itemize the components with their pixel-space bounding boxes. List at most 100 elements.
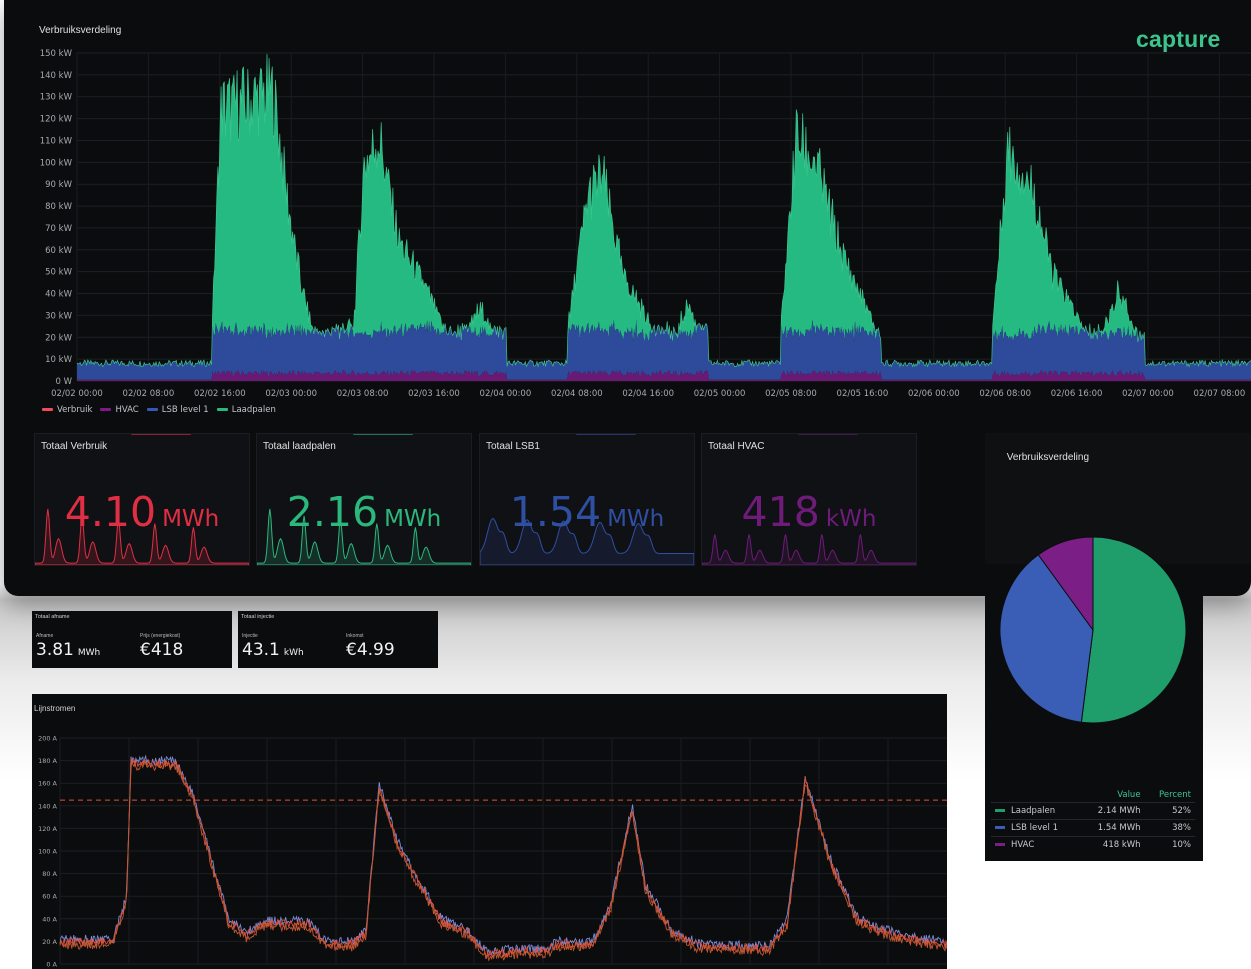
- y-tick-label: 140 kW: [40, 71, 73, 81]
- income-value: €4.99: [346, 640, 395, 660]
- sparkline: [702, 534, 916, 565]
- table-row[interactable]: Laadpalen 2.14 MWh 52%: [991, 802, 1195, 820]
- x-tick-label: 02/05 16:00: [837, 389, 889, 399]
- y-tick-label: 60 kW: [45, 246, 72, 256]
- y-tick-label: 200 A: [38, 735, 57, 743]
- stat-card-verbruik[interactable]: Totaal Verbruik 4.10 MWh: [34, 433, 250, 566]
- stat-card-lsb1[interactable]: Totaal LSB1 1.54 MWh: [479, 433, 695, 566]
- income-label: Inkomst: [346, 633, 364, 639]
- brand-logo: capture: [1136, 26, 1221, 52]
- y-tick-label: 100 A: [38, 848, 57, 856]
- phase-line: [59, 758, 947, 960]
- stat-value: 418 kWh: [741, 488, 877, 536]
- afname-panel: Totaal afname Afname 3.81 MWh Prijs (ener…: [32, 611, 232, 668]
- x-tick-label: 02/04 08:00: [551, 389, 603, 399]
- sparkline-area: [480, 517, 694, 565]
- x-tick-label: 02/04 00:00: [480, 389, 532, 399]
- afname-label: Afname: [36, 633, 54, 639]
- series-hvac: [77, 370, 1251, 381]
- y-tick-label: 90 kW: [45, 180, 72, 190]
- x-tick-label: 02/05 00:00: [694, 389, 746, 399]
- y-tick-label: 120 kW: [40, 115, 73, 125]
- pie-panel: Verbruiksverdeling Value Percent Laadpale…: [985, 433, 1251, 861]
- x-tick-label: 02/06 08:00: [979, 389, 1031, 399]
- y-tick-label: 40 A: [42, 915, 57, 923]
- y-tick-label: 130 kW: [40, 93, 73, 103]
- sparkline-area: [257, 508, 471, 565]
- afname-value: 3.81 MWh: [36, 640, 101, 660]
- x-tick-label: 02/07 08:00: [1194, 389, 1246, 399]
- y-tick-label: 40 kW: [45, 290, 72, 300]
- y-tick-label: 0 A: [46, 961, 57, 969]
- line-current-chart: 200 A 180 A 160 A 140 A 120 A 100 A 80 A 60 A 40…: [38, 735, 947, 969]
- y-tick-label: 60 A: [42, 893, 57, 901]
- y-tick-label: 140 A: [38, 802, 57, 810]
- pie-legend-table: Value Percent Laadpalen 2.14 MWh 52% LSB le…: [991, 788, 1195, 853]
- chart-legend: Verbruik HVAC LSB level 1 Laadpalen: [42, 405, 276, 415]
- x-tick-label: 02/02 08:00: [123, 389, 175, 399]
- y-tick-label: 50 kW: [45, 268, 72, 278]
- table-row[interactable]: HVAC 418 kWh 10%: [991, 836, 1195, 853]
- legend-item-verbruik[interactable]: Verbruik: [42, 405, 92, 415]
- x-tick-label: 02/06 00:00: [908, 389, 960, 399]
- injectie-title: Totaal injectie: [241, 614, 275, 620]
- lijnstromen-panel: Lijnstromen 200 A 180 A 160 A 140 A 120 A 100…: [32, 694, 947, 969]
- x-tick-label: 02/05 08:00: [765, 389, 817, 399]
- y-tick-label: 20 kW: [45, 333, 72, 343]
- injectie-panel: Totaal injectie Injectie 43.1 kWh Inkomst…: [238, 611, 438, 668]
- pie-slice-hvac: [1037, 536, 1094, 632]
- y-tick-label: 110 kW: [40, 136, 73, 146]
- consumption-area-chart: 150 kW 140 kW 130 kW 120 kW 110 kW 100 kW 90 k…: [40, 49, 1251, 399]
- x-tick-label: 02/03 08:00: [337, 389, 389, 399]
- y-tick-label: 80 kW: [45, 202, 72, 212]
- x-tick-label: 02/04 16:00: [622, 389, 674, 399]
- y-tick-label: 100 kW: [40, 158, 73, 168]
- y-tick-label: 180 A: [38, 757, 57, 765]
- pie-slice-laadpalen: [1080, 536, 1187, 724]
- legend-item-hvac[interactable]: HVAC: [100, 405, 139, 415]
- phase-line: [59, 754, 947, 956]
- x-tick-label: 02/06 16:00: [1051, 389, 1103, 399]
- sparkline-area: [702, 534, 916, 565]
- sparkline-area: [35, 508, 249, 565]
- y-tick-label: 160 A: [38, 780, 57, 788]
- table-row[interactable]: LSB level 1 1.54 MWh 38%: [991, 819, 1195, 837]
- x-tick-label: 02/02 16:00: [194, 389, 246, 399]
- y-tick-label: 20 A: [42, 938, 57, 946]
- stat-title: Totaal HVAC: [708, 441, 765, 452]
- price-value: €418: [140, 640, 184, 660]
- y-tick-label: 80 A: [42, 870, 57, 878]
- stat-value: 1.54 MWh: [509, 488, 665, 536]
- sparkline: [480, 517, 694, 565]
- y-tick-label: 0 W: [55, 377, 72, 387]
- y-tick-label: 120 A: [38, 825, 57, 833]
- pie-slice-lsb-level-1: [999, 554, 1094, 723]
- y-tick-label: 10 kW: [45, 355, 72, 365]
- sparkline: [257, 508, 471, 565]
- injectie-label: Injectie: [242, 633, 258, 639]
- x-tick-label: 02/03 00:00: [265, 389, 317, 399]
- phase-line: [59, 760, 947, 962]
- stat-value: 2.16 MWh: [286, 488, 442, 536]
- stat-card-laadpalen[interactable]: Totaal laadpalen 2.16 MWh: [256, 433, 472, 566]
- pie-title: Verbruiksverdeling: [1006, 452, 1089, 463]
- x-tick-label: 02/03 16:00: [408, 389, 460, 399]
- lijnstromen-title: Lijnstromen: [34, 704, 76, 713]
- stat-title: Totaal laadpalen: [263, 441, 336, 452]
- afname-title: Totaal afname: [35, 614, 70, 620]
- x-tick-label: 02/02 00:00: [51, 389, 103, 399]
- main-chart-title: Verbruiksverdeling: [39, 25, 122, 36]
- injectie-value: 43.1 kWh: [242, 640, 304, 660]
- stat-value: 4.10 MWh: [64, 488, 220, 536]
- legend-item-laadpalen[interactable]: Laadpalen: [216, 405, 276, 415]
- y-tick-label: 70 kW: [45, 224, 72, 234]
- stat-card-hvac[interactable]: Totaal HVAC 418 kWh: [701, 433, 917, 566]
- pie-chart: [999, 536, 1187, 724]
- series-verbruik: [76, 53, 1251, 368]
- y-tick-label: 150 kW: [40, 49, 73, 59]
- stat-title: Totaal LSB1: [486, 441, 540, 452]
- series-laadpalen: [77, 54, 1251, 367]
- price-label: Prijs (energiekost): [140, 633, 181, 639]
- x-tick-label: 02/07 00:00: [1122, 389, 1174, 399]
- legend-item-lsb[interactable]: LSB level 1: [146, 405, 209, 415]
